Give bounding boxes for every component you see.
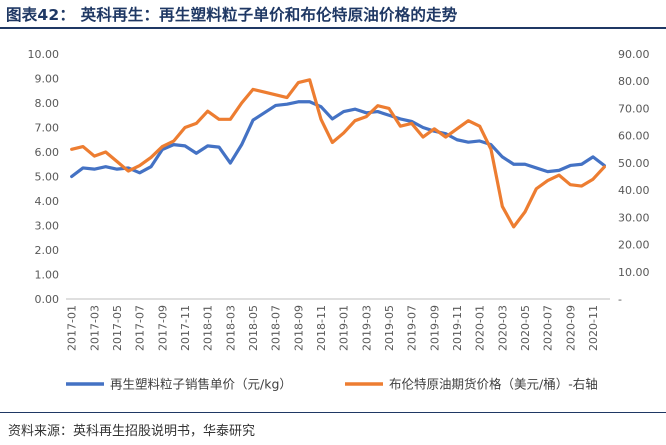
x-tick-label: 2019-01	[338, 305, 351, 351]
figure-title: 图表42： 英科再生：再生塑料粒子单价和布伦特原油价格的走势	[6, 6, 458, 24]
right-y-tick-label: 80.00	[618, 75, 650, 88]
x-tick-label: 2017-01	[66, 305, 79, 351]
left-y-tick-label: 5.00	[35, 171, 60, 184]
legend-label: 再生塑料粒子销售单价（元/kg）	[110, 377, 292, 392]
x-tick-label: 2020-07	[542, 305, 555, 351]
x-tick-label: 2020-09	[564, 305, 577, 351]
left-y-tick-label: 0.00	[35, 293, 60, 306]
right-y-tick-label: 40.00	[618, 184, 650, 197]
x-tick-label: 2018-01	[202, 305, 215, 351]
series-line-plastic-price	[70, 100, 606, 179]
x-tick-label: 2018-11	[315, 305, 328, 351]
title-rule	[0, 27, 666, 29]
x-tick-label: 2017-05	[111, 305, 124, 351]
left-y-tick-label: 7.00	[35, 122, 60, 135]
right-y-tick-label: 20.00	[618, 239, 650, 252]
left-y-tick-label: 9.00	[35, 73, 60, 86]
series-line-brent-oil	[70, 78, 606, 229]
x-tick-label: 2019-11	[451, 305, 464, 351]
x-tick-label: 2017-11	[179, 305, 192, 351]
right-y-tick-label: 90.00	[618, 48, 650, 61]
x-tick-label: 2020-03	[496, 305, 509, 351]
left-y-tick-label: 6.00	[35, 146, 60, 159]
source-rule	[0, 412, 666, 413]
x-tick-label: 2018-03	[224, 305, 237, 351]
right-y-tick-label: 60.00	[618, 130, 650, 143]
left-y-tick-label: 3.00	[35, 220, 60, 233]
x-tick-label: 2020-11	[587, 305, 600, 351]
left-y-tick-label: 2.00	[35, 244, 60, 257]
x-tick-label: 2020-05	[519, 305, 532, 351]
right-y-tick-label: 70.00	[618, 102, 650, 115]
right-y-tick-label: -	[618, 293, 622, 306]
x-tick-label: 2019-03	[360, 305, 373, 351]
right-y-tick-label: 50.00	[618, 157, 650, 170]
x-tick-label: 2017-03	[88, 305, 101, 351]
left-y-tick-label: 10.00	[28, 48, 60, 61]
x-tick-label: 2020-01	[474, 305, 487, 351]
right-y-tick-label: 30.00	[618, 211, 650, 224]
source-note: 资料来源：英科再生招股说明书，华泰研究	[8, 424, 256, 439]
legend-label: 布伦特原油期货价格（美元/桶）-右轴	[389, 377, 598, 392]
x-tick-label: 2018-07	[270, 305, 283, 351]
x-tick-label: 2019-07	[406, 305, 419, 351]
x-tick-label: 2019-09	[428, 305, 441, 351]
left-y-tick-label: 1.00	[35, 269, 60, 282]
chart: 0.00 1.00 2.00 3.00 4.00 5.00 6.00 7.00 8.00 9.00…	[28, 48, 650, 392]
left-y-tick-label: 8.00	[35, 97, 60, 110]
x-tick-label: 2018-05	[247, 305, 260, 351]
x-tick-label: 2019-05	[383, 305, 396, 351]
x-tick-label: 2018-09	[292, 305, 305, 351]
right-y-tick-label: 10.00	[618, 266, 650, 279]
x-tick-label: 2017-09	[156, 305, 169, 351]
x-tick-label: 2017-07	[134, 305, 147, 351]
left-y-tick-label: 4.00	[35, 195, 60, 208]
